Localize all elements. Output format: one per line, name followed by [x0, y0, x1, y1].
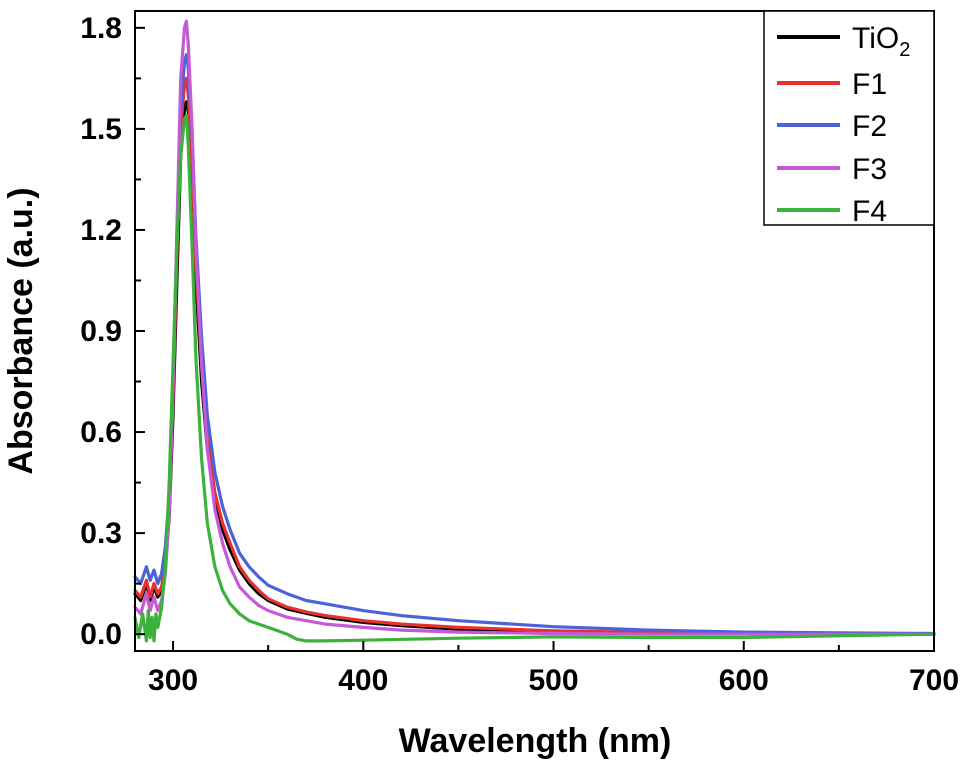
x-tick-label: 400 — [338, 664, 388, 697]
series-lines — [133, 19, 936, 643]
y-tick-label: 0.9 — [80, 315, 122, 348]
x-tick-label: 500 — [528, 664, 578, 697]
legend-label-f2: F2 — [852, 110, 887, 143]
legend-label-f1: F1 — [852, 68, 887, 101]
x-tick-label: 300 — [148, 664, 198, 697]
legend-label-f4: F4 — [852, 195, 887, 228]
y-tick-label: 0.6 — [80, 416, 122, 449]
y-tick-label: 0.3 — [80, 517, 122, 550]
y-tick-label: 0.0 — [80, 618, 122, 651]
x-ticks: 300 400 500 600 700 — [148, 641, 959, 697]
y-tick-label: 1.8 — [80, 12, 122, 45]
y-axis-title: Absorbance (a.u.) — [2, 187, 40, 474]
y-tick-label: 1.5 — [80, 113, 122, 146]
legend-box — [763, 10, 935, 226]
legend-label-f3: F3 — [852, 153, 887, 186]
x-tick-label: 700 — [909, 664, 959, 697]
y-ticks: 0.0 0.3 0.6 0.9 1.2 1.5 1.8 — [80, 12, 145, 651]
x-tick-label: 600 — [719, 664, 769, 697]
series-line-f4 — [133, 113, 936, 643]
y-tick-label: 1.2 — [80, 214, 122, 247]
x-axis-title: Wavelength (nm) — [399, 722, 672, 760]
series-line-f2 — [133, 53, 936, 636]
